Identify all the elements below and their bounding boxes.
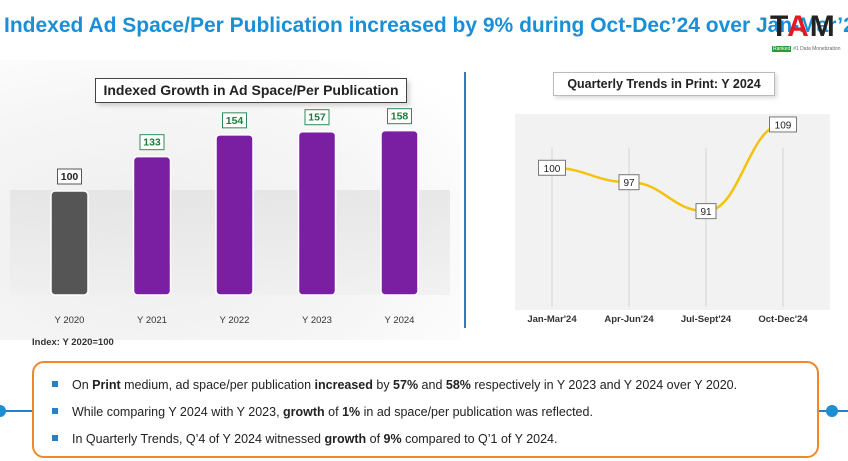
- insight-bullet-2: While comparing Y 2024 with Y 2023, grow…: [52, 404, 817, 420]
- bar: [50, 190, 89, 296]
- line-chart-plot-area: [515, 114, 830, 310]
- vertical-divider: [464, 72, 466, 328]
- x-tick-label: Y 2021: [137, 315, 167, 326]
- bullet-text-run: growth: [324, 432, 367, 446]
- bottom-dot-left: [0, 405, 6, 417]
- bar: [132, 155, 172, 296]
- bottom-dot-right: [826, 405, 838, 417]
- x-tick-label: Jul-Sept'24: [681, 314, 732, 325]
- x-tick-label: Oct-Dec'24: [758, 314, 808, 325]
- insights-box: On Print medium, ad space/per publicatio…: [32, 361, 819, 458]
- page-title: Indexed Ad Space/Per Publication increas…: [4, 14, 848, 37]
- bullet-text-run: On: [72, 378, 93, 392]
- bar-value-box: [139, 134, 165, 151]
- bar-value-label: 133: [143, 137, 161, 149]
- point-value-label: 100: [544, 164, 561, 175]
- bullet-text-run: 9%: [383, 432, 402, 446]
- bullet-text-run: of: [324, 405, 343, 419]
- x-tick-label: Y 2022: [220, 315, 250, 326]
- bar-value-box: [57, 168, 82, 185]
- bottom-connector-left: [0, 410, 34, 412]
- bullet-text-run: respectively in Y 2023 and Y 2024 over Y…: [470, 378, 738, 392]
- bar-value-box: [222, 112, 247, 129]
- tam-logo: TAM Ranked #1 Data Monetization: [770, 10, 841, 52]
- bullet-text-run: 57%: [393, 378, 419, 392]
- bullet-text-run: 1%: [342, 405, 361, 419]
- bar: [380, 129, 419, 296]
- insight-bullet-3: In Quarterly Trends, Q’4 of Y 2024 witne…: [52, 431, 817, 447]
- bullet-text-run: and: [418, 378, 446, 392]
- bar-value-box: [387, 108, 412, 125]
- bar-value-label: 157: [308, 112, 326, 124]
- point-value-label: 91: [700, 207, 712, 218]
- bar-value-label: 100: [61, 171, 79, 183]
- bar: [215, 134, 254, 296]
- line-chart-title: Quarterly Trends in Print: Y 2024: [553, 72, 775, 96]
- point-value-label: 109: [775, 120, 792, 131]
- bullet-text-run: compared to Q’1 of Y 2024.: [401, 432, 558, 446]
- x-tick-label: Apr-Jun'24: [604, 314, 654, 325]
- insight-bullet-1: On Print medium, ad space/per publicatio…: [52, 377, 817, 393]
- bullet-text-run: 58%: [445, 378, 471, 392]
- bullet-text-run: by: [372, 378, 394, 392]
- bar: [297, 130, 337, 296]
- index-note: Index: Y 2020=100: [32, 337, 114, 348]
- point-value-box: [538, 159, 566, 176]
- x-tick-label: Jan-Mar'24: [527, 314, 577, 325]
- point-value-box: [769, 116, 797, 133]
- bullet-text-run: While comparing Y 2024 with Y 2023,: [72, 405, 284, 419]
- bullet-text-run: in ad space/per publication was reflecte…: [360, 405, 593, 419]
- bullet-text-run: growth: [283, 405, 325, 419]
- bar-value-box: [304, 109, 330, 126]
- bullet-text-run: In Quarterly Trends, Q’4 of Y 2024 witne…: [72, 432, 325, 446]
- point-value-box: [695, 203, 717, 220]
- bullet-text-run: Print: [92, 378, 121, 392]
- x-tick-label: Y 2024: [385, 315, 415, 326]
- bar-value-label: 158: [391, 111, 409, 123]
- x-tick-label: Y 2023: [302, 315, 332, 326]
- point-value-box: [618, 174, 640, 191]
- bar-chart-title: Indexed Growth in Ad Space/Per Publicati…: [95, 78, 407, 103]
- bullet-text-run: medium, ad space/per publication: [120, 378, 315, 392]
- series-line: [551, 123, 784, 213]
- bar-value-label: 154: [226, 115, 244, 127]
- x-tick-label: Y 2020: [55, 315, 85, 326]
- bullet-text-run: increased: [314, 378, 373, 392]
- bullet-text-run: of: [366, 432, 384, 446]
- point-value-label: 97: [623, 178, 635, 189]
